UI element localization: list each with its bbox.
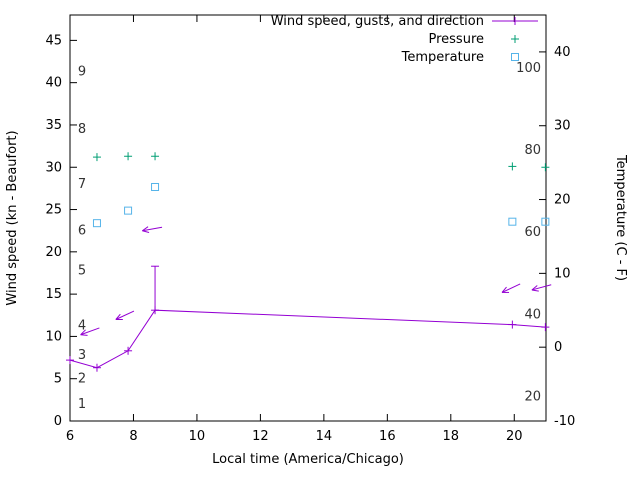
svg-text:1: 1: [78, 397, 86, 412]
svg-text:3: 3: [78, 348, 86, 363]
svg-text:16: 16: [379, 429, 396, 444]
svg-text:40: 40: [554, 45, 571, 60]
series-temperature: [92, 182, 550, 228]
x-axis-title: Local time (America/Chicago): [212, 452, 404, 467]
svg-text:5: 5: [78, 263, 86, 278]
beaufort-scale-labels: 1 2 3 4 5 6 7 8 9: [78, 65, 86, 412]
svg-text:5: 5: [54, 372, 62, 387]
svg-text:80: 80: [524, 143, 541, 158]
svg-text:40: 40: [524, 308, 541, 323]
svg-text:18: 18: [443, 429, 460, 444]
svg-text:100: 100: [516, 61, 541, 76]
svg-text:20: 20: [554, 193, 571, 208]
legend-label-wind: Wind speed, gusts, and direction: [271, 14, 484, 29]
plot-border: [69, 14, 547, 422]
svg-text:45: 45: [45, 33, 62, 48]
svg-text:20: 20: [506, 429, 523, 444]
legend-label-temperature: Temperature: [401, 50, 484, 65]
legend-samples: [492, 17, 538, 61]
svg-text:0: 0: [554, 340, 562, 355]
svg-text:14: 14: [316, 429, 333, 444]
svg-text:12: 12: [252, 429, 269, 444]
svg-text:8: 8: [129, 429, 137, 444]
svg-text:20: 20: [524, 390, 541, 405]
svg-text:7: 7: [78, 177, 86, 192]
svg-text:10: 10: [554, 266, 571, 281]
svg-text:10: 10: [45, 329, 62, 344]
svg-text:25: 25: [45, 203, 62, 218]
svg-text:6: 6: [78, 224, 86, 239]
svg-text:6: 6: [66, 429, 74, 444]
legend-label-pressure: Pressure: [428, 32, 484, 47]
svg-text:-10: -10: [554, 414, 575, 429]
series-pressure: [92, 152, 550, 172]
svg-text:60: 60: [524, 225, 541, 240]
svg-text:35: 35: [45, 118, 62, 133]
svg-text:30: 30: [554, 119, 571, 134]
svg-text:8: 8: [78, 122, 86, 137]
wind-direction-arrows: [80, 226, 552, 336]
y-axis-title-left: Wind speed (kn - Beaufort): [5, 130, 20, 305]
svg-text:4: 4: [78, 318, 86, 333]
svg-text:10: 10: [189, 429, 206, 444]
svg-text:15: 15: [45, 287, 62, 302]
axis-ticks: 6 8 10 12 14 16 18 20051015202530354045-1001020…: [45, 15, 575, 444]
svg-text:20: 20: [45, 245, 62, 260]
y-axis-title-right: Temperature (C - F): [613, 154, 628, 281]
series-wind: [66, 265, 550, 372]
svg-text:2: 2: [78, 372, 86, 387]
fahrenheit-scale-labels: 20 40 60 80 100: [516, 61, 541, 404]
svg-text:9: 9: [78, 65, 86, 80]
svg-text:40: 40: [45, 76, 62, 91]
svg-text:30: 30: [45, 160, 62, 175]
svg-text:0: 0: [54, 414, 62, 429]
